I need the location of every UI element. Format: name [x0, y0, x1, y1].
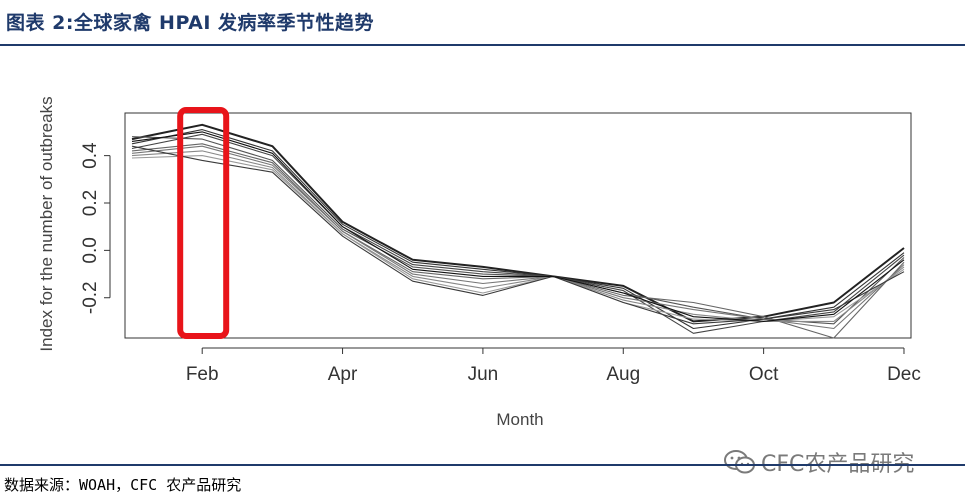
series-line [131, 129, 905, 330]
x-axis-title: Month [496, 410, 543, 429]
plot-frame [124, 112, 912, 339]
title-rule [0, 44, 965, 46]
x-tick-label: Dec [887, 364, 921, 385]
footer-rule [0, 464, 965, 466]
series-line [131, 145, 905, 330]
x-tick-label: Feb [186, 364, 219, 385]
figure-title: 图表 2:全球家禽 HPAI 发病率季节性趋势 [6, 12, 375, 34]
outbreak-seasonality-chart: -0.2 0.0 0.2 0.4 Feb Apr Jun Aug Oct Dec Month I… [37, 96, 921, 429]
x-tick-label: Aug [606, 364, 640, 385]
series-line [131, 143, 905, 339]
series-line [131, 145, 905, 325]
y-tick-label: 0.0 [80, 237, 101, 263]
wechat-icon [724, 450, 755, 474]
source-note: 数据来源：WOAH，CFC 农产品研究 [4, 476, 242, 494]
series-line [131, 150, 905, 322]
series-line [131, 133, 905, 334]
y-tick-label: -0.2 [80, 281, 101, 314]
series-line [131, 123, 905, 323]
y-axis-title: Index for the number of outbreaks [37, 96, 56, 351]
series-line [131, 155, 905, 322]
y-tick-label: 0.4 [80, 142, 101, 169]
x-tick-label: Oct [749, 364, 779, 385]
highlight-box-feb [177, 107, 230, 339]
watermark-text: CFC农产品研究 [761, 452, 915, 477]
x-axis: Feb Apr Jun Aug Oct Dec [186, 347, 921, 385]
y-tick-label: 0.2 [80, 190, 101, 216]
x-tick-label: Jun [468, 364, 499, 385]
series-line [131, 131, 905, 322]
x-tick-label: Apr [328, 364, 358, 385]
watermark: CFC农产品研究 [723, 446, 914, 478]
y-axis: -0.2 0.0 0.2 0.4 [80, 142, 111, 314]
series-group [131, 123, 905, 339]
